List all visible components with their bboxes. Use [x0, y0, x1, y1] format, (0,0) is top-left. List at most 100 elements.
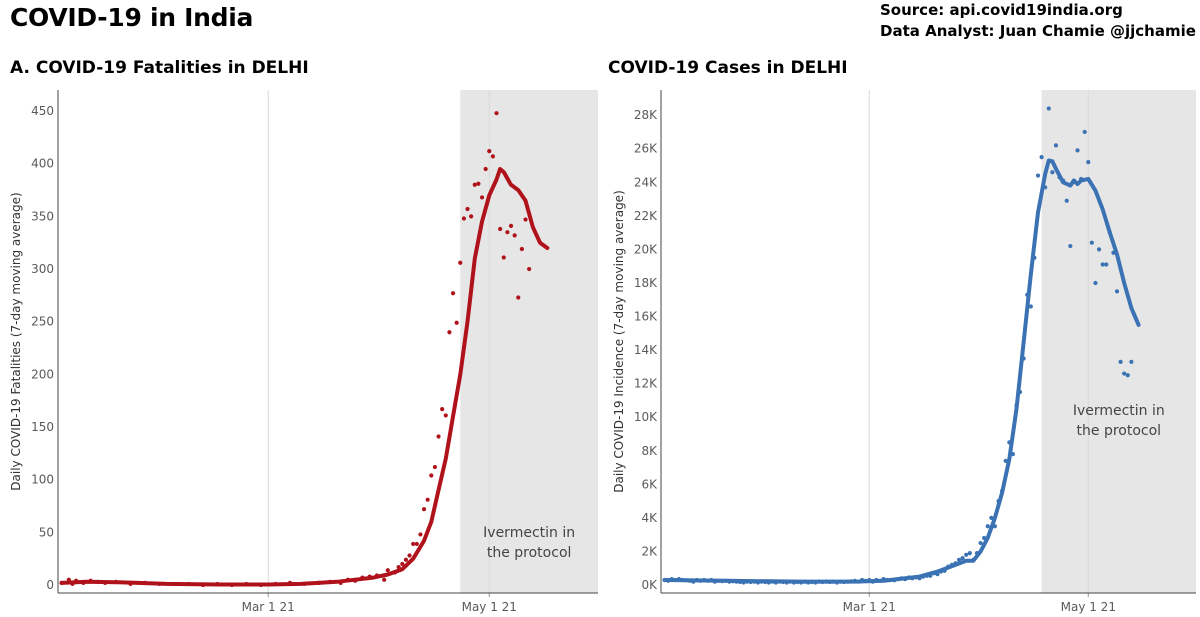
cases-y-tick-label: 12K	[634, 377, 658, 391]
fatalities-data-point	[215, 581, 220, 587]
fatalities-data-point	[374, 573, 380, 578]
fatalities-data-point	[400, 561, 405, 567]
fatalities-chart: Mar 1 21 May 1 21 0 50 100 150 200 250 300 350 400…	[9, 90, 598, 614]
cases-data-point	[1064, 198, 1069, 203]
cases-data-point	[913, 575, 919, 580]
cases-data-point	[1111, 250, 1116, 255]
fatalities-data-point	[128, 581, 133, 587]
fatalities-y-tick-label: 150	[31, 420, 54, 434]
cases-data-point	[967, 551, 972, 556]
fatalities-data-point	[483, 166, 488, 172]
cases-data-point	[877, 578, 883, 583]
cases-data-point	[1035, 173, 1041, 178]
cases-y-tick-label: 0K	[641, 578, 658, 592]
cases-data-point	[1003, 458, 1008, 463]
cases-data-point	[719, 579, 725, 584]
fatalities-data-point	[425, 497, 430, 502]
fatalities-y-tick-label: 400	[31, 157, 54, 171]
fatalities-data-point	[74, 578, 79, 583]
cases-data-point	[863, 578, 868, 583]
cases-data-point	[971, 557, 976, 562]
cases-data-point	[859, 577, 865, 583]
fatalities-y-tick-label: 100	[31, 473, 54, 487]
cases-y-tick-label: 24K	[634, 175, 658, 189]
cases-data-point	[791, 580, 796, 585]
cases-data-point	[867, 577, 872, 583]
cases-data-point	[727, 579, 732, 584]
cases-data-point	[698, 578, 703, 583]
cases-data-point	[946, 564, 951, 569]
fatalities-data-point	[527, 266, 532, 272]
cases-data-point	[1007, 440, 1012, 445]
cases-data-point	[1057, 175, 1062, 180]
cases-data-point	[798, 580, 804, 585]
cases-data-point	[845, 579, 850, 584]
fatalities-data-point	[469, 214, 474, 219]
cases-data-point	[935, 571, 940, 577]
cases-y-tick-label: 6K	[641, 477, 658, 491]
cases-data-point	[996, 499, 1001, 504]
cases-data-point	[849, 579, 854, 584]
fatalities-data-point	[512, 233, 517, 238]
fatalities-data-point	[392, 570, 398, 575]
fatalities-y-tick-label: 350	[31, 209, 54, 223]
cases-data-point	[938, 569, 944, 574]
cases-data-point	[701, 577, 707, 583]
fatalities-data-point	[501, 255, 506, 260]
fatalities-data-point	[508, 223, 514, 228]
cases-x-tick-label: Mar 1 21	[843, 600, 896, 614]
fatalities-data-point	[421, 507, 427, 512]
cases-data-point	[669, 577, 674, 582]
cases-y-tick-label: 26K	[634, 142, 658, 156]
cases-data-point	[899, 576, 904, 581]
fatalities-data-point	[396, 564, 401, 570]
fatalities-chart-title: A. COVID-19 Fatalities in DELHI	[10, 58, 309, 78]
fatalities-data-point	[353, 578, 358, 583]
cases-data-point	[802, 579, 807, 584]
cases-data-point	[684, 578, 689, 583]
cases-data-point	[1050, 170, 1055, 175]
cases-data-point	[748, 579, 753, 585]
cases-y-tick-label: 28K	[634, 108, 658, 122]
fatalities-data-point	[70, 581, 75, 587]
cases-data-point	[1061, 178, 1066, 183]
fatalities-data-point	[103, 580, 108, 585]
cases-data-point	[917, 576, 922, 581]
fatalities-data-point	[186, 581, 191, 587]
fatalities-data-point	[327, 579, 332, 584]
cases-data-point	[1114, 289, 1120, 294]
cases-data-point	[953, 561, 958, 566]
fatalities-x-tick-label: May 1 21	[462, 600, 517, 614]
fatalities-data-point	[429, 473, 434, 478]
page-title: COVID-19 in India	[10, 3, 254, 32]
cases-data-point	[1025, 292, 1030, 297]
cases-data-point	[1071, 178, 1077, 183]
cases-annotation-line: Ivermectin in	[1073, 403, 1165, 419]
cases-data-point	[1129, 359, 1134, 364]
fatalities-data-point	[443, 413, 448, 418]
fatalities-data-point	[458, 260, 463, 265]
fatalities-data-point	[476, 181, 481, 186]
fatalities-data-point	[440, 407, 445, 412]
fatalities-data-point	[142, 580, 148, 585]
fatalities-data-point	[95, 579, 100, 584]
cases-data-point	[831, 579, 836, 584]
cases-data-point	[834, 580, 840, 585]
cases-data-point	[705, 578, 710, 583]
fatalities-data-point	[447, 330, 452, 335]
cases-data-point	[709, 577, 714, 583]
cases-data-point	[1118, 359, 1123, 364]
fatalities-data-point	[66, 577, 71, 582]
cases-data-point	[673, 577, 678, 583]
fatalities-data-point	[407, 553, 412, 558]
fatalities-data-point	[382, 577, 387, 582]
cases-data-point	[1000, 488, 1005, 494]
cases-data-point	[964, 552, 969, 557]
cases-data-point	[892, 578, 897, 583]
cases-y-tick-label: 4K	[641, 511, 658, 525]
cases-data-point	[730, 579, 735, 584]
cases-data-point	[1096, 247, 1102, 252]
cases-data-point	[903, 577, 908, 582]
cases-data-point	[852, 578, 857, 583]
